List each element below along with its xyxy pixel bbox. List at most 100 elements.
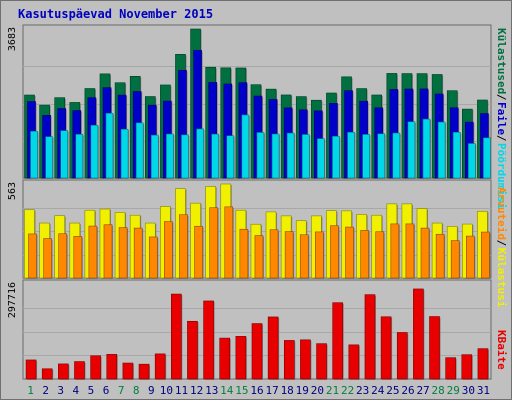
x-tick-label: 6 [103,384,110,397]
legend-top-2: Pöördumisi [495,143,508,210]
bar-kbytes [316,343,327,380]
bar-hosts [420,227,430,279]
bar-hosts [103,224,113,279]
legend-bottom-0: KBaite [495,330,508,370]
bar-hosts [133,227,143,279]
bar-hosts [73,236,83,279]
bar-hosts [58,233,67,279]
bar-kbytes [300,339,311,380]
bar-hits [362,134,370,179]
bar-kbytes [122,362,134,380]
bar-hosts [239,228,249,279]
legend-top-0: Külastused [495,28,508,94]
x-tick-label: 31 [477,384,490,397]
x-tick-label: 21 [326,384,339,397]
bar-hosts [390,223,400,279]
bar-hosts [28,233,37,279]
x-tick-label: 27 [416,384,429,397]
bar-hits [166,133,174,179]
bar-hits [392,132,401,179]
bar-hits [135,122,144,179]
x-tick-label: 14 [220,384,234,397]
x-tick-label: 28 [432,384,445,397]
bar-hosts [88,225,98,279]
bar-kbytes [445,357,456,380]
x-tick-label: 25 [386,384,399,397]
bar-hosts [345,226,354,279]
x-tick-label: 15 [235,384,248,397]
x-tick-label: 2 [42,384,49,397]
x-tick-label: 13 [205,384,218,397]
y-max-label-middle: 563 [7,182,18,200]
bar-kbytes [106,354,118,380]
bar-kbytes [25,359,37,380]
bar-hits [317,138,325,179]
bar-kbytes [90,355,101,380]
bar-hits [75,134,84,179]
bar-kbytes [348,344,360,380]
x-tick-label: 9 [148,384,155,397]
bar-kbytes [41,368,53,380]
bar-hits [301,134,310,179]
bar-hits [286,132,295,179]
x-tick-label: 20 [311,384,324,397]
x-tick-label: 17 [265,384,278,397]
bar-kbytes [203,300,214,380]
bar-kbytes [429,316,440,380]
bar-hits [105,112,114,179]
x-tick-label: 11 [175,384,188,397]
bar-kbytes [251,323,263,380]
bar-kbytes [477,348,489,380]
bar-hosts [254,235,264,279]
bar-hits [226,135,235,179]
bar-hits [60,130,68,179]
chart-title: Kasutuspäevad November 2015 [18,7,214,21]
bar-kbytes [267,316,279,380]
legend-middle-0: Arvuteid [495,187,508,240]
bar-hits [437,121,446,179]
bar-hosts [330,225,339,279]
bar-hits [196,128,204,179]
bar-kbytes [413,288,424,380]
bar-hits [377,133,386,179]
y-max-label-top: 3683 [7,27,18,51]
bar-hits [347,131,355,179]
bar-kbytes [219,337,231,380]
bar-hits [120,128,129,179]
bar-hits [468,143,476,179]
x-tick-label: 1 [27,384,34,397]
x-tick-label: 12 [190,384,203,397]
bar-kbytes [154,353,166,380]
bar-kbytes [364,294,376,380]
x-tick-label: 22 [341,384,354,397]
bar-hits [45,136,53,179]
bar-hits [181,134,189,179]
bar-hosts [43,238,52,279]
bar-hosts [360,230,369,279]
bar-hits [241,114,250,179]
bar-hits [483,137,491,179]
bar-hits [271,133,280,179]
bar-hosts [118,227,128,279]
x-tick-label: 16 [250,384,263,397]
bar-hosts [164,221,173,279]
bar-hosts [405,223,415,279]
legend-separator: / [495,94,508,101]
bar-hosts [284,231,294,279]
bar-hosts [435,233,445,279]
legend-separator: / [495,240,508,247]
bar-hits [256,132,265,179]
y-max-label-bottom: 297716 [7,282,18,318]
bar-hits [150,134,159,179]
bar-hits [90,124,99,179]
bar-hosts [466,235,475,279]
bar-hits [30,130,38,179]
bar-hosts [375,231,385,279]
bar-kbytes [171,293,182,380]
x-tick-label: 18 [281,384,294,397]
bar-kbytes [235,336,247,380]
x-tick-label: 30 [462,384,475,397]
bar-hosts [179,214,188,279]
bar-hits [211,133,219,179]
